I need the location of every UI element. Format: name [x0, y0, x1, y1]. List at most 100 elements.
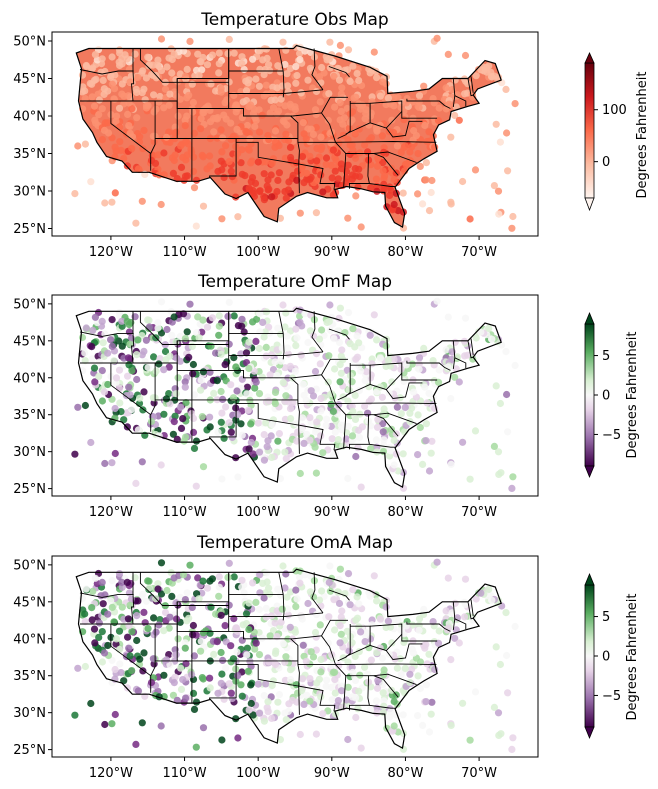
obs-point: [279, 38, 287, 46]
obs-point: [74, 403, 82, 411]
panel-title: Temperature OmF Map: [197, 272, 392, 292]
obs-point: [274, 698, 282, 706]
colorbar: 5 0 −5 Degrees Fahrenheit: [584, 311, 640, 479]
obs-point: [296, 579, 304, 587]
state-border: [292, 96, 348, 117]
obs-point: [210, 128, 218, 136]
colorbar-extend-min: [584, 197, 595, 212]
obs-point: [300, 439, 308, 447]
state-border: [131, 311, 135, 364]
obs-point: [276, 736, 284, 744]
obs-point: [134, 426, 142, 434]
obs-point: [197, 647, 205, 655]
obs-point: [194, 574, 202, 582]
obs-point: [192, 482, 200, 490]
obs-point: [111, 189, 119, 197]
state-border: [335, 402, 437, 405]
obs-point: [336, 622, 344, 630]
obs-point: [361, 115, 369, 123]
obs-point: [304, 599, 312, 608]
obs-point: [401, 664, 409, 673]
obs-point: [419, 200, 427, 208]
obs-point: [224, 573, 232, 582]
obs-point: [277, 357, 285, 365]
obs-point: [188, 603, 196, 612]
obs-point: [357, 223, 365, 231]
obs-point: [168, 331, 176, 339]
obs-point: [354, 183, 362, 191]
obs-point: [126, 601, 134, 609]
obs-point: [238, 431, 246, 439]
obs-point: [370, 311, 378, 319]
obs-point: [206, 152, 214, 160]
obs-point: [353, 332, 361, 340]
obs-point: [303, 691, 311, 699]
obs-point: [344, 683, 352, 691]
lon-tick-label: 90°W: [314, 245, 350, 260]
obs-point: [306, 675, 314, 683]
obs-point: [367, 706, 375, 714]
obs-point: [508, 745, 516, 754]
lon-tick-label: 100°W: [236, 766, 280, 781]
state-border: [345, 625, 371, 657]
obs-point: [337, 369, 345, 377]
obs-point: [283, 332, 291, 340]
obs-point: [326, 587, 334, 595]
obs-point: [397, 671, 405, 679]
state-border: [139, 311, 230, 345]
obs-point: [252, 75, 260, 83]
obs-point: [331, 365, 339, 373]
obs-point: [222, 664, 230, 672]
obs-point: [225, 419, 233, 427]
obs-point: [317, 171, 325, 179]
obs-point: [268, 193, 276, 201]
obs-point: [125, 383, 133, 391]
obs-point: [362, 629, 370, 637]
obs-point: [255, 651, 264, 659]
obs-point: [78, 594, 87, 603]
obs-point: [215, 583, 223, 591]
obs-point: [299, 380, 307, 388]
obs-point: [138, 197, 146, 205]
lat-tick-label: 25°N: [13, 222, 46, 237]
obs-point: [242, 610, 251, 618]
state-border: [236, 664, 300, 715]
obs-point: [286, 100, 294, 108]
obs-point: [282, 194, 290, 202]
obs-point: [206, 413, 214, 421]
obs-point: [259, 56, 267, 64]
obs-point: [181, 122, 189, 130]
obs-point: [247, 438, 255, 447]
obs-point: [262, 680, 270, 688]
obs-point: [181, 644, 189, 652]
state-border: [321, 635, 336, 665]
obs-point: [157, 67, 166, 75]
obs-point: [447, 200, 455, 208]
obs-point: [373, 597, 381, 605]
obs-point: [393, 142, 401, 150]
obs-point: [492, 643, 500, 651]
obs-point: [351, 130, 359, 138]
obs-point: [115, 627, 124, 635]
lon-tick-label: 70°W: [461, 766, 497, 781]
obs-point: [111, 449, 119, 458]
state-border: [369, 704, 396, 709]
obs-point: [116, 399, 124, 407]
obs-point: [245, 103, 253, 111]
obs-point: [104, 641, 112, 650]
obs-point: [352, 93, 360, 101]
obs-point: [150, 353, 158, 361]
obs-point: [337, 107, 345, 116]
obs-point: [157, 559, 166, 567]
obs-point: [401, 403, 409, 411]
obs-point: [420, 605, 428, 614]
obs-point: [260, 170, 268, 178]
obs-point: [292, 325, 300, 333]
lat-tick-label: 45°N: [13, 595, 46, 610]
obs-point: [374, 676, 382, 685]
obs-point: [154, 585, 162, 593]
lat-tick-label: 30°N: [13, 445, 46, 460]
obs-point: [283, 593, 291, 601]
obs-point: [140, 608, 148, 617]
obs-point: [466, 736, 474, 744]
